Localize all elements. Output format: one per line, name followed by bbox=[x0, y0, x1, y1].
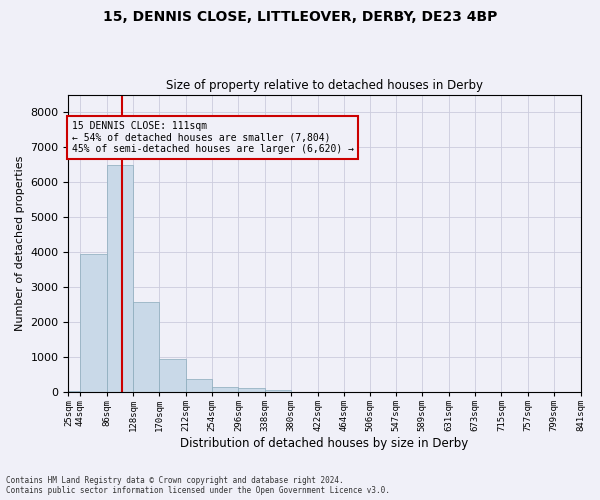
Bar bbox=[265, 390, 291, 392]
Text: 15, DENNIS CLOSE, LITTLEOVER, DERBY, DE23 4BP: 15, DENNIS CLOSE, LITTLEOVER, DERBY, DE2… bbox=[103, 10, 497, 24]
Text: 15 DENNIS CLOSE: 111sqm
← 54% of detached houses are smaller (7,804)
45% of semi: 15 DENNIS CLOSE: 111sqm ← 54% of detache… bbox=[71, 121, 353, 154]
Title: Size of property relative to detached houses in Derby: Size of property relative to detached ho… bbox=[166, 79, 483, 92]
Bar bbox=[68, 391, 80, 392]
Y-axis label: Number of detached properties: Number of detached properties bbox=[15, 156, 25, 331]
Bar bbox=[160, 360, 186, 392]
X-axis label: Distribution of detached houses by size in Derby: Distribution of detached houses by size … bbox=[181, 437, 469, 450]
Bar bbox=[186, 380, 212, 392]
Bar bbox=[238, 388, 265, 392]
Text: Contains HM Land Registry data © Crown copyright and database right 2024.
Contai: Contains HM Land Registry data © Crown c… bbox=[6, 476, 390, 495]
Bar bbox=[80, 254, 107, 392]
Bar bbox=[212, 388, 238, 392]
Bar bbox=[107, 164, 133, 392]
Bar bbox=[133, 302, 160, 392]
